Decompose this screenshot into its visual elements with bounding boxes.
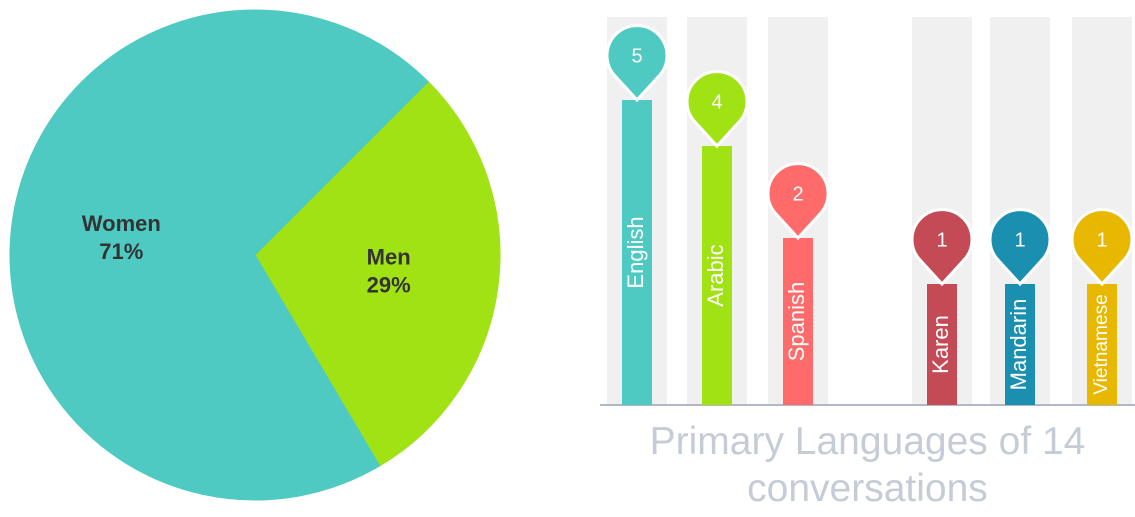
bar bbox=[702, 146, 732, 405]
bar bbox=[622, 100, 652, 405]
category-label: Spanish bbox=[784, 282, 809, 362]
category-label: Vietnamese bbox=[1091, 294, 1112, 395]
pin-marker bbox=[766, 162, 830, 241]
pin-value-label: 2 bbox=[792, 183, 803, 205]
category-label: English bbox=[623, 216, 648, 288]
category-label: Arabic bbox=[703, 244, 728, 306]
pin-value-label: 4 bbox=[711, 91, 722, 113]
category-label: Karen bbox=[928, 315, 953, 374]
pie-slice bbox=[254, 81, 501, 467]
pin-value-label: 1 bbox=[1096, 229, 1107, 251]
category-label: Mandarin bbox=[1006, 299, 1031, 391]
bar bbox=[927, 284, 957, 405]
pin-value-label: 5 bbox=[631, 45, 642, 67]
pin-marker bbox=[685, 70, 749, 149]
pin-value-label: 1 bbox=[936, 229, 947, 251]
pin-marker bbox=[1070, 208, 1134, 287]
slice-label: Women bbox=[82, 211, 161, 236]
chart-title: Primary Languages of 14 conversations bbox=[649, 420, 1086, 510]
pin-marker bbox=[605, 24, 669, 103]
bar bbox=[783, 238, 813, 405]
bar bbox=[1005, 284, 1035, 405]
pin-marker bbox=[910, 208, 974, 287]
pin-marker bbox=[988, 208, 1052, 287]
pin-value-label: 1 bbox=[1014, 229, 1025, 251]
slice-value-label: 71% bbox=[99, 239, 143, 264]
bar bbox=[1087, 284, 1117, 405]
pie-slice bbox=[9, 9, 429, 501]
slice-label: Men bbox=[367, 245, 411, 270]
slice-value-label: 29% bbox=[367, 273, 411, 298]
